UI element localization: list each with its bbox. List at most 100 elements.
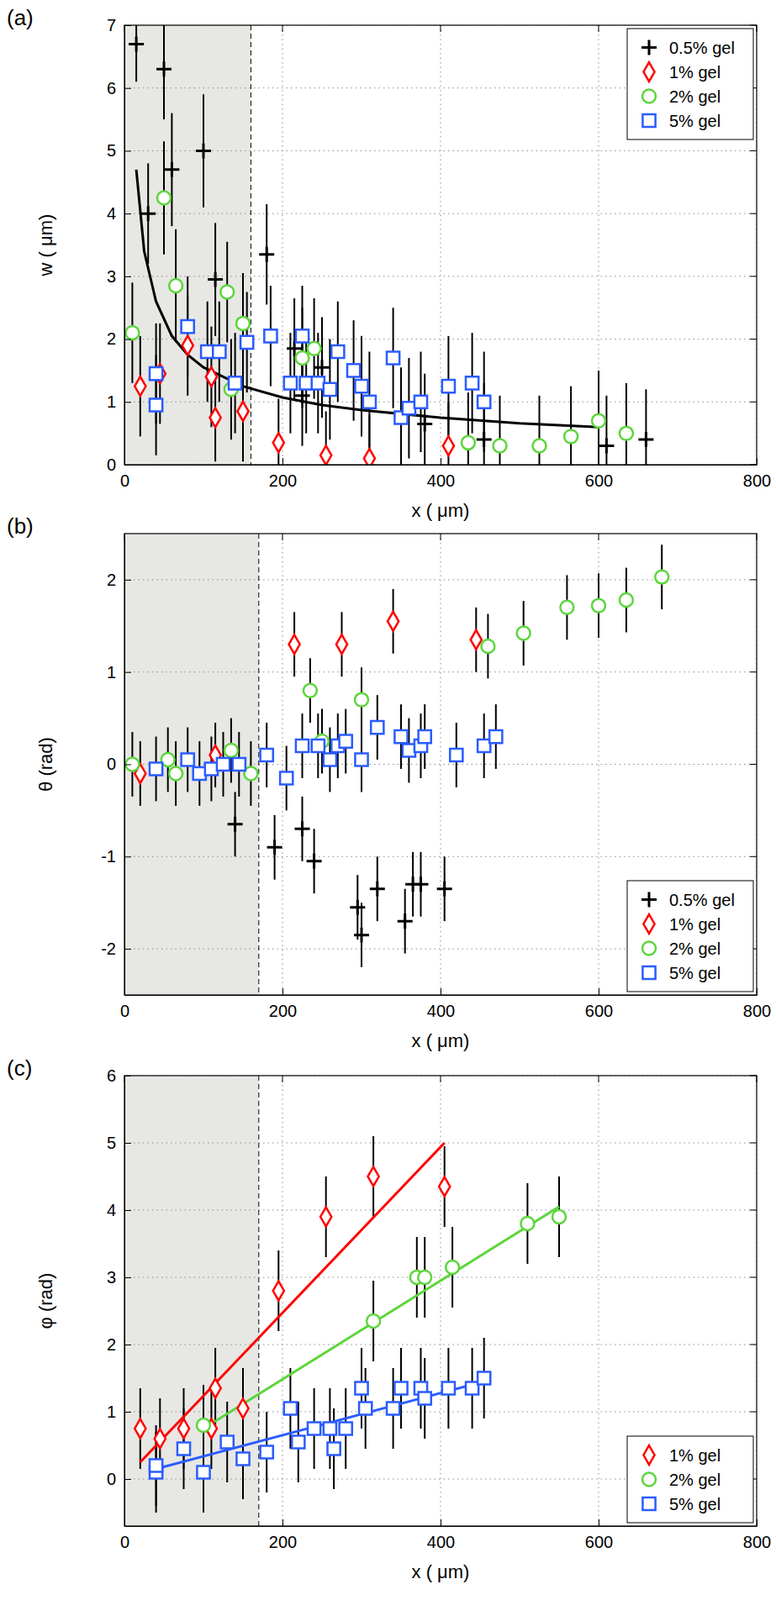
tick-mark xyxy=(124,88,132,90)
point xyxy=(368,1167,380,1188)
series-points xyxy=(134,336,454,465)
tick-mark xyxy=(749,1277,757,1279)
y-axis-title: θ (rad) xyxy=(35,737,57,792)
tick-mark xyxy=(749,1076,757,1077)
y-axis: -2-1012 xyxy=(100,534,132,997)
tick-mark xyxy=(124,150,132,152)
tick-label: 3 xyxy=(106,1268,117,1288)
series-points xyxy=(227,817,453,944)
legend-entry: 0.5% gel xyxy=(641,891,735,910)
point xyxy=(369,881,386,898)
legend-entry: 1% gel xyxy=(643,914,721,935)
tick-label: 200 xyxy=(269,1533,297,1552)
tick: 1 xyxy=(106,663,132,682)
point xyxy=(236,316,250,331)
tick-mark xyxy=(440,25,442,32)
point xyxy=(417,1271,432,1285)
tick: 4 xyxy=(106,204,132,223)
tick-mark xyxy=(756,1076,758,1083)
point xyxy=(397,913,413,930)
plot-area xyxy=(124,533,757,996)
tick-mark xyxy=(749,338,757,340)
point xyxy=(181,753,195,766)
legend-entry: 5% gel xyxy=(642,964,721,983)
tick-mark xyxy=(756,25,758,32)
tick-mark xyxy=(124,464,132,466)
legend-label: 1% gel xyxy=(669,63,721,82)
point xyxy=(323,1422,337,1436)
tick-mark xyxy=(124,1412,132,1414)
legend: 1% gel2% gel5% gel xyxy=(627,1436,754,1524)
point xyxy=(638,432,654,448)
point xyxy=(520,1217,534,1231)
point xyxy=(591,599,606,613)
grid-line xyxy=(124,1143,757,1145)
tick: 800 xyxy=(743,1520,771,1552)
tick-label: 800 xyxy=(743,471,771,491)
tick: 5 xyxy=(106,141,132,160)
point xyxy=(413,876,429,893)
error-bar xyxy=(135,25,138,82)
point xyxy=(177,1442,191,1456)
point xyxy=(437,881,453,898)
legend-marker xyxy=(641,892,657,908)
tick-label: 200 xyxy=(269,471,297,491)
point xyxy=(228,376,242,390)
x-axis: 0200400600800 xyxy=(120,458,771,491)
point xyxy=(654,570,669,585)
tick-mark xyxy=(124,1076,132,1077)
grid-line xyxy=(124,1277,757,1279)
tick-mark xyxy=(124,1277,132,1279)
point xyxy=(533,439,547,454)
points xyxy=(125,570,669,944)
point xyxy=(237,1399,249,1420)
figure: 020040060080001234567x ( μm)w ( μm)(a)0.… xyxy=(0,0,776,1600)
tick-label: 2 xyxy=(106,1335,117,1355)
tick-mark xyxy=(598,1076,600,1083)
point xyxy=(149,367,163,381)
point xyxy=(476,432,492,448)
tick-label: 3 xyxy=(106,267,117,286)
point xyxy=(163,162,180,178)
series-points xyxy=(125,570,669,782)
tick-mark xyxy=(749,579,757,581)
tick-mark xyxy=(124,1143,132,1145)
tick-mark xyxy=(598,25,600,32)
y-axis: 0123456 xyxy=(106,1066,132,1528)
tick: 6 xyxy=(106,79,132,98)
legend-box xyxy=(627,28,754,140)
tick-label: 5 xyxy=(106,141,117,160)
series-points xyxy=(125,190,633,453)
x-axis-title: x ( μm) xyxy=(411,1030,470,1052)
legend-marker xyxy=(643,62,655,82)
grid-line xyxy=(440,533,442,996)
error-bar xyxy=(605,395,608,465)
point xyxy=(354,380,368,393)
point xyxy=(181,320,195,333)
point xyxy=(552,1210,566,1225)
tick-mark xyxy=(440,458,442,465)
tick-label: 4 xyxy=(106,204,117,223)
grid-line xyxy=(124,275,757,277)
tick-mark xyxy=(282,458,284,465)
point xyxy=(354,753,368,766)
y-axis-title: φ (rad) xyxy=(35,1273,57,1331)
tick: 600 xyxy=(585,988,613,1021)
tick-mark xyxy=(124,276,132,278)
tick-mark xyxy=(440,1076,442,1083)
plot-area xyxy=(124,25,757,465)
point xyxy=(295,351,310,365)
plot-frame xyxy=(124,533,757,996)
tick-label: 1 xyxy=(106,663,117,682)
point xyxy=(349,900,365,916)
tick-mark xyxy=(756,458,758,465)
tick-mark xyxy=(756,988,758,996)
tick: 1 xyxy=(106,392,132,412)
legend-label: 2% gel xyxy=(669,87,721,106)
plot-background xyxy=(124,25,757,465)
tick-mark xyxy=(124,949,132,951)
point xyxy=(232,758,246,771)
fit-lines xyxy=(140,1143,560,1470)
grid-line xyxy=(124,1412,757,1414)
grid-line xyxy=(440,25,442,465)
